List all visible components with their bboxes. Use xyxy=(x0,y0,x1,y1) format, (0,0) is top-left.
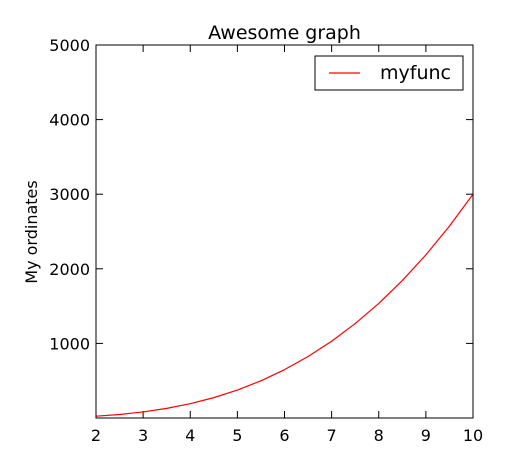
series-line-myfunc xyxy=(95,193,474,417)
x-tick-label-8: 8 xyxy=(374,426,384,445)
x-tick-label-7: 7 xyxy=(327,426,337,445)
x-tick-label-5: 5 xyxy=(232,426,242,445)
y-tick-label-4000: 4000 xyxy=(49,111,90,130)
ticks-layer xyxy=(95,44,474,418)
chart-title: Awesome graph xyxy=(208,22,361,44)
y-axis-label: My ordinates xyxy=(22,180,41,283)
y-tick-label-2000: 2000 xyxy=(49,260,90,279)
legend-label-myfunc: myfunc xyxy=(380,62,451,84)
x-tick-label-9: 9 xyxy=(421,426,431,445)
plot-frame xyxy=(95,44,474,419)
x-tick-label-3: 3 xyxy=(138,426,148,445)
legend: myfunc xyxy=(314,55,464,91)
x-tick-label-4: 4 xyxy=(185,426,195,445)
y-tick-label-3000: 3000 xyxy=(49,185,90,204)
x-tick-label-2: 2 xyxy=(91,426,101,445)
plot-area xyxy=(96,45,473,418)
series-layer xyxy=(95,193,474,417)
x-tick-label-6: 6 xyxy=(279,426,289,445)
y-tick-label-1000: 1000 xyxy=(49,334,90,353)
tick-labels-layer: 2 3 4 5 6 7 8 9 10 1000 2000 3000 4000 5000 xyxy=(49,36,483,445)
y-tick-label-5000: 5000 xyxy=(49,36,90,55)
x-tick-label-10: 10 xyxy=(463,426,483,445)
